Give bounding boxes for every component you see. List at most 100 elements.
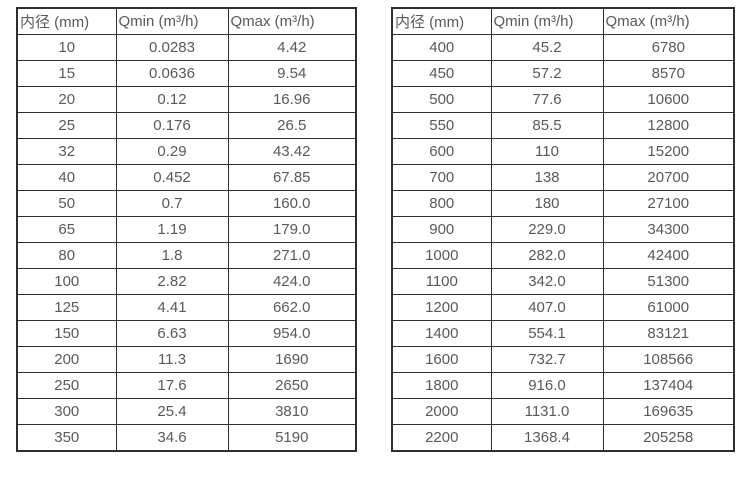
qmin-cell: 77.6 [490,86,604,113]
qmin-cell: 554.1 [490,320,604,347]
diameter-cell: 300 [16,398,117,425]
table-row: 150 6.63 954.0 [16,320,357,347]
diameter-cell: 900 [391,216,492,243]
table-body: 400 45.2 6780 450 57.2 8570 500 77.6 10600 550 85.… [391,34,735,452]
qmax-cell: 34300 [602,216,735,243]
table-row: 50 0.7 160.0 [16,190,357,217]
qmin-cell: 57.2 [490,60,604,87]
qmin-cell: 342.0 [490,268,604,295]
diameter-cell: 1600 [391,346,492,373]
table-row: 65 1.19 179.0 [16,216,357,243]
qmin-cell: 0.0283 [115,34,229,61]
qmin-cell: 0.7 [115,190,229,217]
qmin-cell: 1131.0 [490,398,604,425]
diameter-cell: 25 [16,112,117,139]
table-row: 1800 916.0 137404 [391,372,735,399]
qmax-cell: 26.5 [227,112,357,139]
qmin-cell: 0.452 [115,164,229,191]
table-row: 350 34.6 5190 [16,424,357,452]
qmax-cell: 5190 [227,424,357,452]
table-row: 250 17.6 2650 [16,372,357,399]
diameter-cell: 700 [391,164,492,191]
qmin-cell: 17.6 [115,372,229,399]
qmin-cell: 732.7 [490,346,604,373]
diameter-cell: 1100 [391,268,492,295]
qmax-cell: 954.0 [227,320,357,347]
qmin-cell: 2.82 [115,268,229,295]
qmax-cell: 51300 [602,268,735,295]
diameter-cell: 800 [391,190,492,217]
table-row: 80 1.8 271.0 [16,242,357,269]
table-row: 800 180 27100 [391,190,735,217]
diameter-cell: 15 [16,60,117,87]
table-row: 1200 407.0 61000 [391,294,735,321]
qmin-cell: 1368.4 [490,424,604,452]
diameter-cell: 80 [16,242,117,269]
qmax-cell: 1690 [227,346,357,373]
qmin-cell: 229.0 [490,216,604,243]
qmin-cell: 180 [490,190,604,217]
diameter-cell: 550 [391,112,492,139]
qmax-cell: 10600 [602,86,735,113]
header-row: 内径 (mm) Qmin (m³/h) Qmax (m³/h) [391,7,735,35]
qmax-cell: 179.0 [227,216,357,243]
qmin-cell: 0.29 [115,138,229,165]
table-row: 125 4.41 662.0 [16,294,357,321]
flow-rate-table-small-diameters: 内径 (mm) Qmin (m³/h) Qmax (m³/h) 10 0.0283… [16,7,357,452]
header-qmax: Qmax (m³/h) [227,7,357,35]
qmax-cell: 424.0 [227,268,357,295]
qmin-cell: 0.176 [115,112,229,139]
diameter-cell: 1200 [391,294,492,321]
table-row: 2200 1368.4 205258 [391,424,735,452]
diameter-cell: 32 [16,138,117,165]
header-row: 内径 (mm) Qmin (m³/h) Qmax (m³/h) [16,7,357,35]
qmax-cell: 83121 [602,320,735,347]
diameter-cell: 20 [16,86,117,113]
qmin-cell: 25.4 [115,398,229,425]
qmax-cell: 43.42 [227,138,357,165]
table-row: 20 0.12 16.96 [16,86,357,113]
table-row: 200 11.3 1690 [16,346,357,373]
header-diameter: 内径 (mm) [391,7,492,35]
qmin-cell: 1.8 [115,242,229,269]
header-qmin: Qmin (m³/h) [115,7,229,35]
qmin-cell: 0.12 [115,86,229,113]
diameter-cell: 1400 [391,320,492,347]
header-diameter: 内径 (mm) [16,7,117,35]
table-row: 700 138 20700 [391,164,735,191]
table-row: 2000 1131.0 169635 [391,398,735,425]
qmax-cell: 15200 [602,138,735,165]
header-qmax: Qmax (m³/h) [602,7,735,35]
qmin-cell: 4.41 [115,294,229,321]
qmax-cell: 205258 [602,424,735,452]
qmax-cell: 160.0 [227,190,357,217]
diameter-cell: 1000 [391,242,492,269]
qmax-cell: 8570 [602,60,735,87]
table-row: 10 0.0283 4.42 [16,34,357,61]
qmin-cell: 282.0 [490,242,604,269]
qmax-cell: 42400 [602,242,735,269]
table-row: 40 0.452 67.85 [16,164,357,191]
diameter-cell: 200 [16,346,117,373]
table-row: 1400 554.1 83121 [391,320,735,347]
diameter-cell: 350 [16,424,117,452]
diameter-cell: 150 [16,320,117,347]
qmax-cell: 6780 [602,34,735,61]
table-row: 32 0.29 43.42 [16,138,357,165]
qmax-cell: 662.0 [227,294,357,321]
table-row: 600 110 15200 [391,138,735,165]
qmax-cell: 3810 [227,398,357,425]
qmax-cell: 137404 [602,372,735,399]
table-row: 1600 732.7 108566 [391,346,735,373]
diameter-cell: 2200 [391,424,492,452]
diameter-cell: 600 [391,138,492,165]
table-body: 10 0.0283 4.42 15 0.0636 9.54 20 0.12 16.96 25 0.1… [16,34,357,452]
qmin-cell: 85.5 [490,112,604,139]
qmin-cell: 11.3 [115,346,229,373]
diameter-cell: 40 [16,164,117,191]
diameter-cell: 250 [16,372,117,399]
qmax-cell: 67.85 [227,164,357,191]
qmax-cell: 27100 [602,190,735,217]
table-row: 900 229.0 34300 [391,216,735,243]
qmax-cell: 9.54 [227,60,357,87]
